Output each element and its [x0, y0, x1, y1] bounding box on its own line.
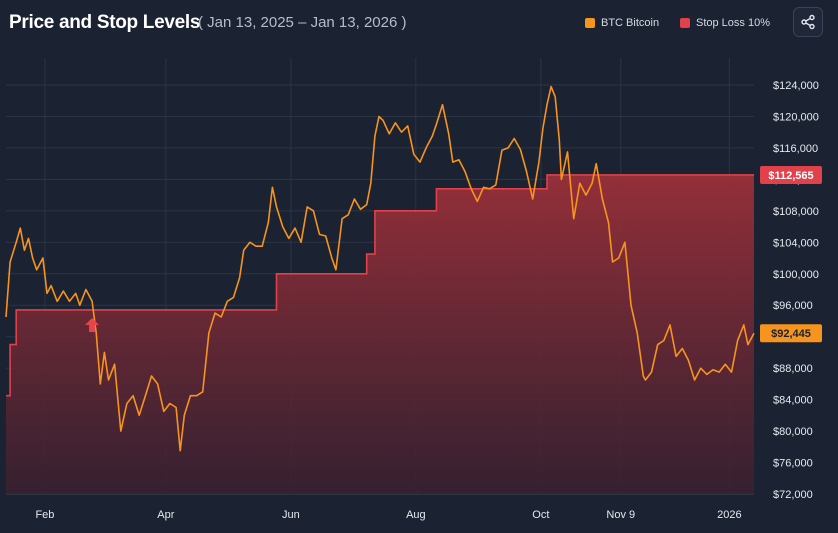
- page-title: Price and Stop Levels: [9, 12, 201, 33]
- y-tick-label: $88,000: [773, 363, 813, 375]
- y-tick-label: $116,000: [773, 143, 818, 155]
- y-tick-label: $84,000: [773, 395, 813, 407]
- stop-loss-badge-label: $112,565: [768, 170, 813, 182]
- share-button[interactable]: [793, 7, 823, 37]
- stop-loss-fill-area: [6, 174, 754, 494]
- y-tick-label: $80,000: [773, 426, 813, 438]
- x-tick-label: Apr: [157, 509, 174, 521]
- x-axis-labels: Feb Apr Jun Aug Oct Nov 9 2026: [35, 509, 741, 521]
- price-badge: [760, 324, 822, 343]
- x-tick-label: Jun: [282, 509, 300, 521]
- y-tick-label: $76,000: [773, 458, 813, 470]
- price-badge-label: $92,445: [771, 328, 811, 340]
- y-axis-labels: $72,000$76,000$80,000$84,000$88,000$92,0…: [773, 80, 819, 501]
- x-tick-label: Aug: [406, 509, 426, 521]
- last-value-badges: $112,565 $92,445: [760, 165, 822, 343]
- legend-label-btc: BTC Bitcoin: [601, 17, 660, 29]
- date-range-subtitle: ( Jan 13, 2025 – Jan 13, 2026 ): [198, 14, 407, 31]
- stop-loss-line: [6, 174, 754, 397]
- x-tick-label: 2026: [717, 509, 741, 521]
- y-tick-label: $72,000: [773, 489, 813, 501]
- y-tick-label: $108,000: [773, 206, 819, 218]
- legend-swatch-btc: [585, 18, 595, 28]
- y-tick-label: $104,000: [773, 237, 819, 249]
- btc-price-line: [5, 85, 755, 452]
- x-tick-label: Feb: [35, 509, 54, 521]
- up-arrow-icon: [85, 318, 100, 332]
- legend-item-stop-loss[interactable]: Stop Loss 10%: [680, 17, 770, 29]
- legend-label-stop-loss: Stop Loss 10%: [696, 17, 770, 29]
- x-tick-label: Nov 9: [606, 509, 635, 521]
- share-icon: [801, 14, 815, 30]
- y-tick-label: $124,000: [773, 80, 819, 92]
- y-tick-label: $120,000: [773, 111, 819, 123]
- y-tick-label: $100,000: [773, 269, 819, 281]
- x-tick-label: Oct: [532, 509, 549, 521]
- chart-header: Price and Stop Levels ( Jan 13, 2025 – J…: [0, 0, 838, 48]
- legend-item-btc[interactable]: BTC Bitcoin: [585, 17, 659, 29]
- stop-loss-badge: [760, 165, 822, 184]
- legend-swatch-stop-loss: [680, 18, 690, 28]
- y-tick-label: $96,000: [773, 300, 813, 312]
